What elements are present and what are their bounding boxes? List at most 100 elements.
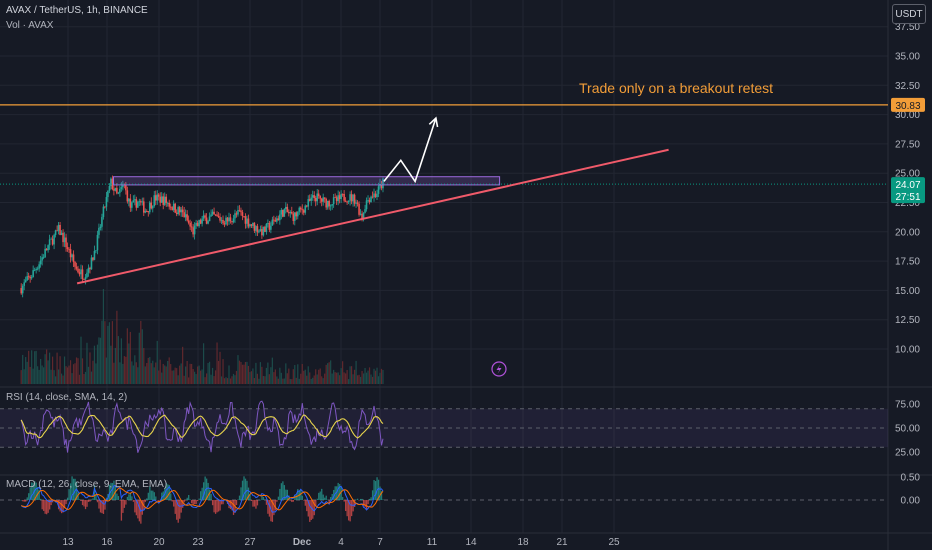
- macd-histogram-bar: [116, 493, 118, 500]
- volume-bar: [90, 371, 93, 384]
- volume-bar: [217, 360, 220, 384]
- candle-body: [148, 202, 151, 213]
- candle-body: [51, 238, 54, 245]
- macd-histogram-bar: [331, 493, 333, 500]
- candle-body: [202, 215, 205, 219]
- candle-body: [199, 220, 202, 224]
- candle-body: [350, 194, 353, 202]
- macd-histogram-bar: [22, 500, 24, 502]
- volume-bar: [280, 372, 282, 384]
- volume-bar: [51, 356, 54, 384]
- candle-body: [160, 196, 163, 203]
- volume-bar: [282, 378, 284, 384]
- volume-bar: [191, 363, 193, 384]
- macd-line: [20, 485, 384, 513]
- macd-tick-label: 0.50: [901, 473, 921, 484]
- volume-bar: [41, 365, 43, 384]
- volume-bar: [81, 358, 84, 384]
- candle-body: [288, 212, 290, 214]
- volume-bar: [37, 366, 39, 384]
- macd-histogram-bar: [219, 500, 221, 511]
- candle-body: [163, 196, 166, 205]
- time-tick-label: 18: [517, 537, 529, 548]
- macd-histogram-bar: [374, 481, 377, 500]
- volume-bar: [158, 370, 160, 384]
- macd-histogram-bar: [28, 493, 30, 500]
- candle-body: [302, 210, 305, 213]
- volume-bar: [370, 374, 372, 384]
- candle-body: [241, 212, 244, 217]
- macd-histogram-bar: [327, 499, 329, 501]
- candle-body: [74, 261, 76, 267]
- macd-histogram-bar: [294, 495, 296, 500]
- volume-bar: [303, 370, 305, 384]
- macd-histogram-bar: [240, 487, 242, 500]
- macd-histogram-bar: [49, 500, 51, 510]
- candle-body: [267, 223, 269, 224]
- volume-bar: [60, 373, 63, 384]
- time-axis[interactable]: 13 16 20 23 27 Dec 4 7 11 14 18 21 25: [62, 537, 620, 548]
- macd-histogram-bar: [282, 481, 284, 500]
- macd-histogram-bar: [96, 500, 99, 503]
- macd-histogram-bar: [291, 500, 293, 503]
- macd-histogram-bar: [316, 498, 318, 500]
- volume-bar: [159, 359, 161, 384]
- price-axis[interactable]: 10.00 12.50 15.00 17.50 20.00 22.50 25.00 27.50…: [895, 22, 920, 506]
- volume-legend[interactable]: Vol · AVAX: [6, 20, 54, 31]
- macd-histogram-bar: [244, 478, 247, 500]
- macd-histogram-bar: [173, 500, 175, 507]
- volume-bar: [250, 371, 253, 384]
- macd-histogram-bar: [328, 500, 330, 503]
- volume-bar: [113, 362, 115, 384]
- volume-bar: [114, 347, 116, 384]
- macd-histogram-bar: [144, 500, 146, 502]
- macd-histogram-bar: [270, 500, 272, 522]
- volume-bar: [382, 370, 384, 384]
- volume-bar: [53, 370, 55, 384]
- volume-bar: [368, 367, 371, 384]
- volume-bar: [56, 352, 58, 384]
- volume-bar: [34, 351, 36, 384]
- time-tick-label: Dec: [293, 537, 312, 548]
- volume-bar: [95, 363, 97, 384]
- macd-histogram-bar: [129, 492, 132, 500]
- candle-body: [264, 226, 266, 232]
- macd-histogram-bar: [141, 500, 143, 515]
- macd-histogram-bar: [241, 480, 244, 500]
- candle-body: [310, 197, 313, 201]
- macd-histogram-bar: [229, 500, 232, 510]
- candle-body: [95, 250, 97, 252]
- candle-body: [120, 187, 123, 189]
- volume-bar: [343, 372, 345, 384]
- rsi-legend[interactable]: RSI (14, close, SMA, 14, 2): [6, 392, 128, 403]
- macd-histogram-bar: [304, 500, 306, 506]
- macd-histogram-bar: [267, 500, 269, 514]
- volume-bar: [63, 356, 66, 384]
- volume-bar: [188, 377, 190, 384]
- macd-histogram-bar: [262, 496, 265, 500]
- candle-body: [305, 205, 308, 207]
- support-trendline: [76, 148, 669, 285]
- volume-bar: [43, 367, 45, 384]
- candle-body: [42, 257, 45, 259]
- symbol-title[interactable]: AVAX / TetherUS, 1h, BINANCE: [6, 5, 148, 16]
- candle-body: [341, 193, 344, 195]
- macd-legend[interactable]: MACD (12, 26, close, 9, EMA, EMA): [6, 479, 168, 490]
- candle-body: [359, 213, 362, 215]
- candle-body: [208, 216, 211, 222]
- candle-body: [362, 212, 365, 220]
- macd-histogram-bar: [26, 497, 28, 500]
- volume-bar: [234, 375, 236, 384]
- candle-body: [198, 220, 200, 227]
- macd-histogram-bar: [75, 481, 78, 500]
- macd-histogram-bar: [174, 500, 176, 514]
- macd-histogram-bar: [249, 494, 251, 500]
- macd-histogram-bar: [258, 499, 260, 501]
- candle-body: [144, 211, 147, 213]
- macd-histogram-bar: [63, 500, 66, 509]
- candle-body: [65, 237, 67, 248]
- candle-body: [285, 206, 287, 210]
- currency-button[interactable]: USDT: [892, 4, 926, 24]
- macd-histogram-bar: [43, 500, 45, 511]
